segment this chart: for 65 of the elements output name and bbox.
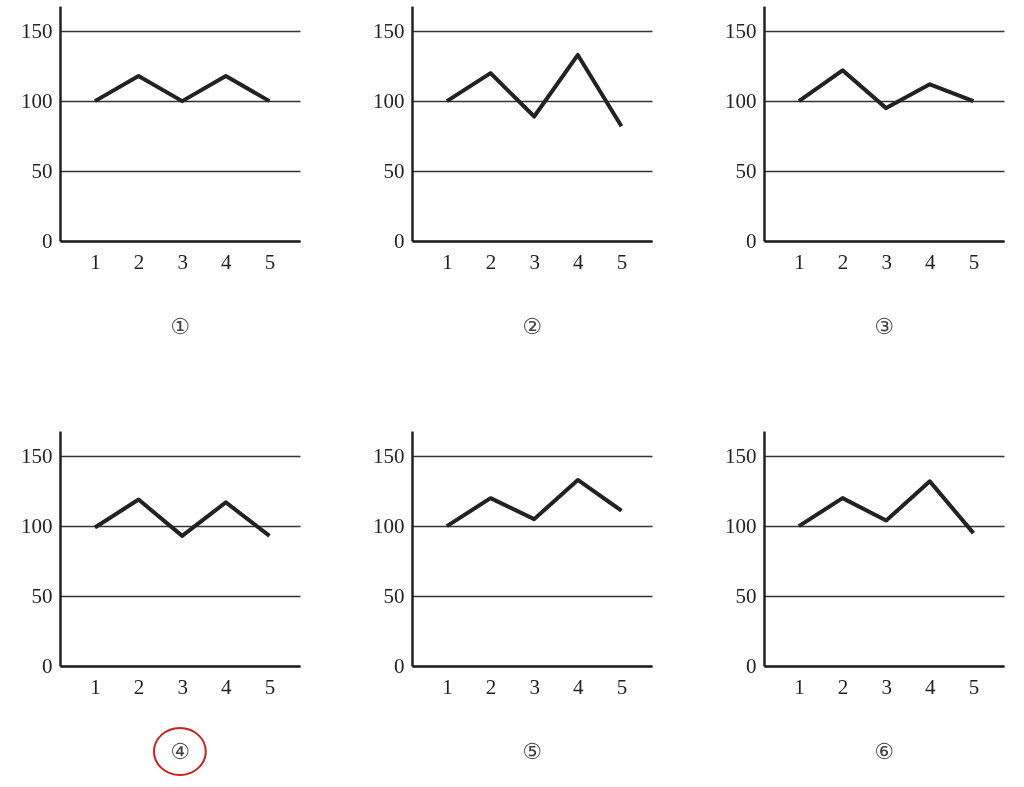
y-tick-label: 150 <box>373 18 405 43</box>
y-tick-label: 50 <box>383 158 405 183</box>
x-tick-label: 2 <box>837 674 849 699</box>
y-tick-label: 150 <box>21 443 53 468</box>
y-tick-label: 100 <box>373 513 405 538</box>
y-tick-label: 0 <box>42 228 53 253</box>
x-tick-label: 4 <box>573 674 585 699</box>
x-tick-label: 5 <box>968 674 980 699</box>
x-tick-label: 4 <box>925 674 937 699</box>
line-series <box>444 52 624 129</box>
y-tick-label: 150 <box>725 443 757 468</box>
y-tick-label: 100 <box>725 513 757 538</box>
text: ④ <box>170 739 190 764</box>
line-series <box>92 497 272 538</box>
y-tick-label: 150 <box>373 443 405 468</box>
x-tick-label: 1 <box>794 249 805 274</box>
y-tick-label: 50 <box>383 583 405 608</box>
text: ③ <box>874 314 894 339</box>
x-tick-label: 1 <box>442 249 453 274</box>
line-series <box>444 477 624 529</box>
x-tick-label: 4 <box>925 249 937 274</box>
x-tick-label: 1 <box>90 674 101 699</box>
x-tick-label: 3 <box>177 674 188 699</box>
y-tick-label: 0 <box>42 653 53 678</box>
x-tick-label: 3 <box>881 674 892 699</box>
x-tick-label: 1 <box>90 249 101 274</box>
x-tick-label: 1 <box>442 674 453 699</box>
y-tick-label: 50 <box>31 158 53 183</box>
x-tick-label: 2 <box>485 249 497 274</box>
y-tick-label: 50 <box>735 158 757 183</box>
x-tick-label: 5 <box>616 674 628 699</box>
x-tick-label: 5 <box>616 249 628 274</box>
x-tick-label: 3 <box>177 249 188 274</box>
text: ⑥ <box>874 739 894 764</box>
line-series <box>796 479 976 536</box>
text: ② <box>522 314 542 339</box>
y-tick-label: 100 <box>21 88 53 113</box>
x-tick-label: 2 <box>133 674 145 699</box>
y-tick-label: 100 <box>373 88 405 113</box>
y-tick-label: 100 <box>725 88 757 113</box>
x-tick-label: 2 <box>837 249 849 274</box>
y-tick-label: 50 <box>31 583 53 608</box>
y-tick-label: 150 <box>21 18 53 43</box>
y-tick-label: 0 <box>394 653 405 678</box>
y-tick-label: 0 <box>746 228 757 253</box>
x-tick-label: 3 <box>529 249 540 274</box>
x-tick-label: 4 <box>221 249 233 274</box>
x-tick-label: 2 <box>485 674 497 699</box>
x-tick-label: 4 <box>573 249 585 274</box>
y-tick-label: 0 <box>746 653 757 678</box>
y-tick-label: 50 <box>735 583 757 608</box>
x-tick-label: 3 <box>881 249 892 274</box>
y-tick-label: 150 <box>725 18 757 43</box>
x-tick-label: 5 <box>264 249 276 274</box>
x-tick-label: 5 <box>968 249 980 274</box>
text: ① <box>170 314 190 339</box>
x-tick-label: 4 <box>221 674 233 699</box>
y-tick-label: 100 <box>21 513 53 538</box>
y-tick-label: 0 <box>394 228 405 253</box>
x-tick-label: 2 <box>133 249 145 274</box>
line-series <box>796 68 976 111</box>
x-tick-label: 5 <box>264 674 276 699</box>
text: ⑤ <box>522 739 542 764</box>
x-tick-label: 1 <box>794 674 805 699</box>
x-tick-label: 3 <box>529 674 540 699</box>
